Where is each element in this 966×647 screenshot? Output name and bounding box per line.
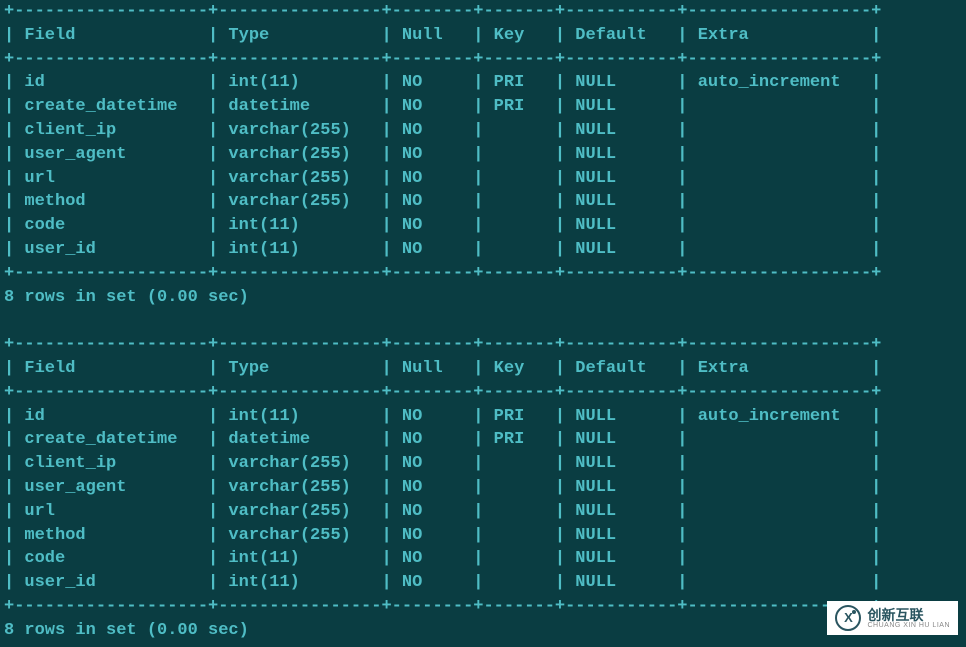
mysql-describe-output: +-------------------+----------------+--… bbox=[4, 0, 962, 643]
watermark-chinese: 创新互联 bbox=[867, 608, 950, 622]
watermark-text: 创新互联 CHUANG XIN HU LIAN bbox=[867, 608, 950, 629]
watermark-badge: X 创新互联 CHUANG XIN HU LIAN bbox=[827, 601, 958, 635]
terminal-output: +-------------------+----------------+--… bbox=[0, 0, 966, 643]
watermark-logo-letter: X bbox=[844, 609, 853, 627]
watermark-pinyin: CHUANG XIN HU LIAN bbox=[867, 622, 950, 629]
watermark-logo-icon: X bbox=[835, 605, 861, 631]
